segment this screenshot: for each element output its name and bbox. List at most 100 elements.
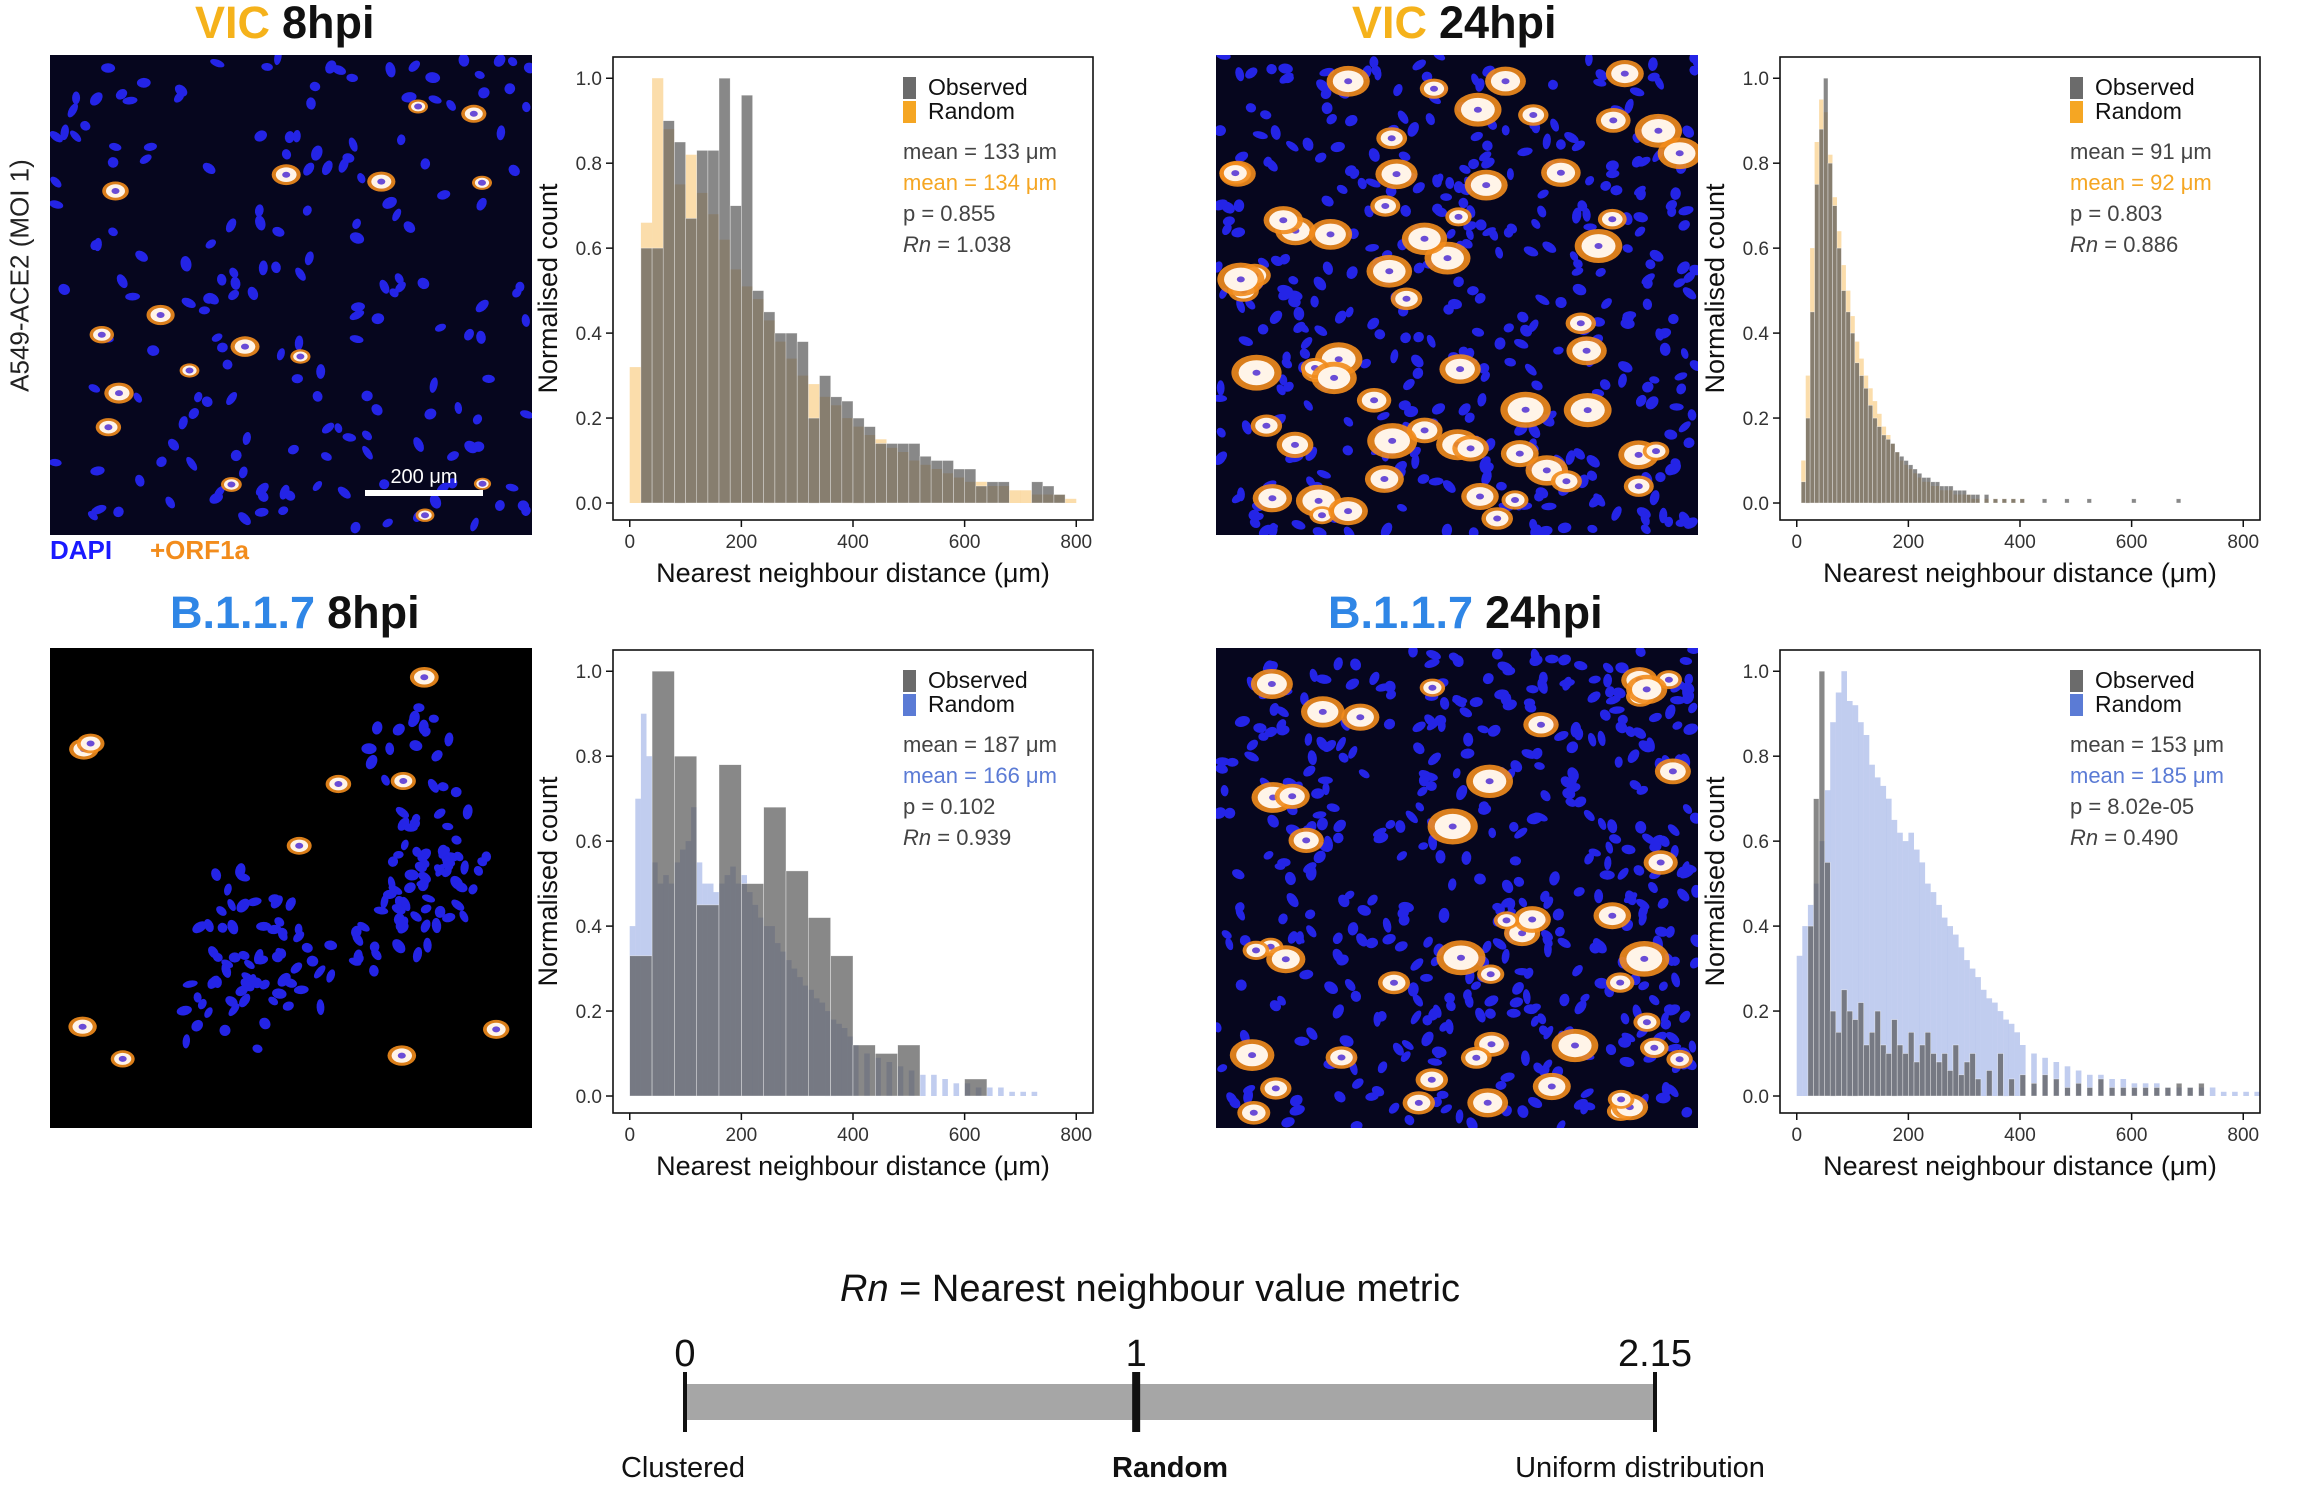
nucleus — [351, 302, 365, 312]
infected-nucleus — [1482, 182, 1491, 189]
nucleus — [1655, 472, 1666, 483]
observed-bar — [964, 1078, 988, 1097]
nucleus — [188, 408, 199, 419]
nucleus — [1346, 266, 1358, 279]
nucleus — [1496, 481, 1507, 491]
nucleus — [1360, 358, 1371, 369]
nucleus — [391, 904, 406, 915]
random-bar — [1964, 960, 1970, 1096]
observed-bar — [2120, 1087, 2127, 1097]
nucleus — [1478, 363, 1490, 374]
nucleus — [1257, 324, 1269, 335]
x-tick-label: 0 — [1791, 1125, 1802, 1146]
observed-bar — [964, 468, 977, 504]
nucleus — [410, 911, 422, 922]
observed-bar — [718, 764, 742, 1097]
random-bar — [2087, 1074, 2093, 1096]
nucleus — [1392, 1042, 1404, 1056]
observed-bar — [886, 443, 898, 504]
random-bar — [987, 1087, 993, 1096]
nucleus — [1367, 317, 1380, 330]
nucleus — [1523, 1004, 1539, 1015]
nucleus — [1664, 429, 1678, 440]
nucleus — [1216, 1022, 1222, 1033]
nucleus — [1323, 835, 1334, 852]
nucleus — [433, 808, 446, 819]
observed-bar — [1857, 1002, 1865, 1097]
observed-bar — [852, 1044, 876, 1097]
observed-bar — [1885, 438, 1891, 504]
nucleus — [1545, 654, 1559, 664]
nucleus — [1594, 977, 1609, 989]
random-bar — [1841, 671, 1847, 1096]
nucleus — [1260, 110, 1272, 120]
nucleus — [476, 197, 487, 211]
x-axis-label: Nearest neighbour distance (μm) — [656, 1151, 1050, 1181]
nucleus — [1438, 907, 1450, 923]
nucleus — [1552, 908, 1564, 921]
x-tick-label: 600 — [949, 1125, 981, 1146]
nucleus — [1642, 381, 1654, 393]
nucleus — [1469, 697, 1483, 708]
nucleus — [1275, 706, 1289, 718]
nucleus — [1374, 329, 1386, 340]
nucleus — [217, 342, 228, 353]
nucleus — [1471, 327, 1485, 337]
nucleus — [1235, 151, 1249, 163]
observed-bar — [1872, 417, 1878, 504]
nucleus — [1677, 888, 1690, 902]
nucleus — [1316, 470, 1331, 479]
nucleus — [182, 980, 198, 988]
observed-bar — [1894, 451, 1900, 504]
nucleus — [1680, 348, 1689, 359]
infected-nucleus — [1249, 1109, 1258, 1116]
nucleus — [1334, 310, 1347, 324]
time-label: 24hpi — [1439, 0, 1557, 48]
nucleus — [1345, 114, 1358, 127]
nucleus — [1567, 767, 1579, 782]
nucleus — [227, 919, 239, 935]
nucleus — [50, 200, 64, 209]
nucleus — [1452, 768, 1461, 779]
observed-bar — [874, 1053, 898, 1097]
nucleus — [1571, 140, 1585, 152]
nucleus — [474, 70, 485, 79]
nucleus — [1236, 298, 1246, 314]
nucleus — [1410, 1010, 1422, 1025]
observed-bar — [1983, 494, 1990, 504]
nucleus — [1571, 207, 1582, 224]
nucleus — [249, 974, 257, 985]
observed-bar — [975, 485, 988, 504]
observed-bar — [2075, 1082, 2082, 1097]
observed-bar — [807, 417, 820, 504]
nucleus — [181, 297, 196, 309]
nucleus — [72, 91, 81, 105]
nucleus — [1542, 241, 1557, 253]
legend-swatch-observed — [2070, 77, 2083, 99]
nucleus — [1333, 819, 1346, 833]
legend-swatch-random — [903, 101, 916, 123]
nucleus — [425, 72, 441, 84]
nucleus — [379, 279, 390, 294]
nucleus — [1541, 929, 1553, 941]
nucleus — [326, 969, 336, 983]
nucleus — [1524, 363, 1537, 376]
nucleus — [1436, 1090, 1449, 1099]
nucleus — [139, 154, 152, 165]
nucleus — [1231, 227, 1246, 238]
observed-bar — [1997, 1053, 2004, 1097]
nucleus — [1461, 851, 1472, 865]
nucleus — [1459, 164, 1471, 174]
nucleus — [1276, 719, 1287, 731]
nucleus — [1269, 1000, 1282, 1012]
random-bar — [1830, 722, 1836, 1096]
nucleus — [1565, 450, 1576, 465]
nucleus — [450, 786, 462, 798]
nucleus — [1649, 994, 1660, 1006]
observed-bar — [674, 755, 697, 1097]
nucleus — [1258, 524, 1273, 535]
nucleus — [1548, 79, 1558, 90]
nucleus — [1377, 1061, 1388, 1074]
nucleus — [1371, 1086, 1385, 1097]
nucleus — [349, 310, 365, 321]
